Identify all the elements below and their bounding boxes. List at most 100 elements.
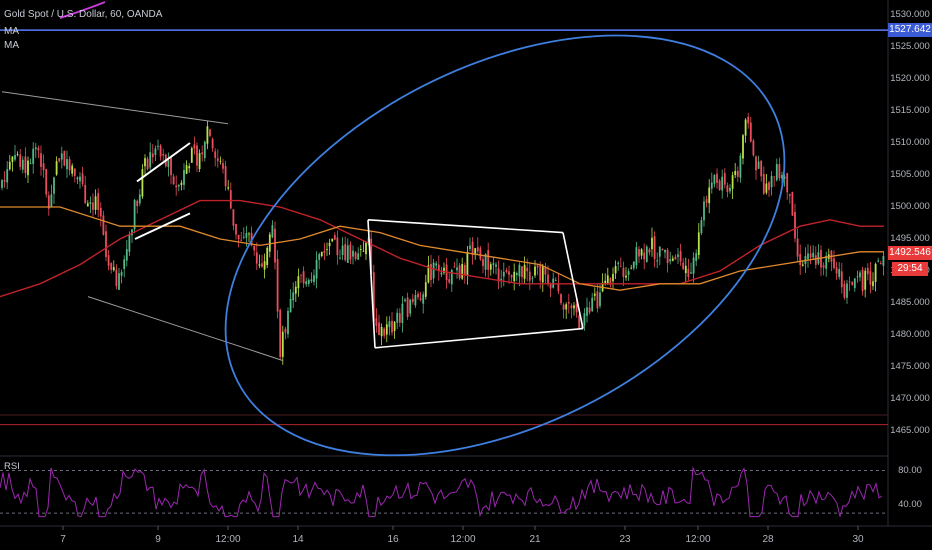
hline-price-tag: 1527.642 [888, 23, 932, 38]
candle-body [417, 293, 419, 298]
candle-body [300, 274, 302, 276]
candle-body [482, 259, 484, 267]
candle-body [695, 253, 698, 261]
candle-body [352, 250, 354, 257]
candle-body [632, 261, 635, 269]
candle-body [159, 145, 162, 157]
time-tick-label: 30 [852, 534, 864, 545]
candle-body [281, 331, 284, 357]
candle-body [643, 252, 646, 260]
candle-body [653, 236, 656, 260]
candle-body [37, 147, 40, 151]
ma-indicator-label-2[interactable]: MA [4, 40, 19, 51]
candle-body [565, 304, 568, 310]
candle-body [799, 254, 802, 266]
candle-body [874, 263, 877, 282]
triangle-line-0 [367, 219, 564, 234]
candle-body [34, 147, 37, 150]
candle-body [344, 244, 347, 261]
candle-body [21, 159, 24, 170]
candle-body [775, 164, 778, 181]
candle-body [705, 199, 708, 203]
candle-body [671, 258, 674, 261]
candle-body [133, 199, 136, 230]
candle-body [856, 276, 859, 278]
candle-body [713, 175, 716, 184]
candle-body [245, 232, 248, 238]
price-tick-label: 1470.000 [890, 393, 930, 404]
candle-body [81, 173, 84, 184]
candle-body [94, 196, 97, 210]
candle-body [118, 273, 120, 290]
candle-body [843, 283, 846, 298]
candle-body [547, 274, 549, 285]
candle-body [110, 262, 113, 270]
candle-body [502, 271, 505, 277]
candle-body [362, 250, 365, 252]
candle-body [666, 249, 669, 263]
candle-body [432, 262, 435, 279]
candle-body [188, 166, 191, 169]
candle-body [60, 153, 63, 160]
candle-body [66, 159, 68, 170]
candle-body [68, 159, 71, 171]
candle-body [242, 236, 245, 238]
candle-body [531, 278, 534, 280]
candle-body [788, 194, 791, 196]
candle-body [674, 256, 677, 260]
candle-body [396, 312, 399, 323]
candle-body [313, 275, 315, 283]
candle-body [853, 278, 856, 289]
candle-body [518, 264, 521, 277]
candle-body [318, 254, 321, 260]
candle-body [125, 249, 128, 261]
triangle-line-1 [374, 327, 584, 349]
candle-body [8, 161, 11, 170]
candle-body [739, 155, 742, 178]
candle-body [697, 232, 700, 255]
price-tick-label: 1500.000 [890, 201, 930, 212]
candle-body [222, 163, 224, 169]
candle-body [258, 264, 261, 266]
ma-indicator-label-1[interactable]: MA [4, 26, 19, 37]
candle-body [89, 202, 92, 204]
candle-body [128, 233, 131, 252]
time-tick-label: 12:00 [685, 534, 711, 545]
candle-body [692, 257, 695, 274]
candle-body [791, 192, 794, 216]
last-price-tag: 1492.546 [888, 246, 932, 260]
candle-body [721, 176, 724, 191]
candle-body [154, 148, 157, 155]
candle-body [177, 184, 180, 187]
candle-body [266, 247, 269, 266]
rsi-label[interactable]: RSI [4, 461, 20, 472]
candle-body [825, 255, 828, 269]
candle-body [406, 297, 409, 317]
candle-body [240, 239, 243, 241]
candle-body [328, 242, 331, 247]
candle-body [575, 303, 578, 313]
wedge-trendline-1 [87, 296, 284, 362]
candle-body [112, 267, 115, 271]
price-tick-label: 1465.000 [890, 425, 930, 436]
candle-body [463, 265, 466, 275]
candle-body [528, 271, 531, 281]
candle-body [586, 307, 588, 316]
candle-body [526, 267, 529, 272]
candle-body [331, 238, 334, 242]
candle-body [554, 280, 557, 282]
candle-body [726, 185, 729, 192]
candle-body [627, 271, 630, 275]
candle-body [614, 266, 617, 274]
candle-body [422, 294, 425, 304]
candle-body [185, 165, 188, 174]
candle-body [120, 272, 123, 276]
candle-body [523, 264, 526, 279]
candle-body [534, 266, 536, 276]
candle-body [846, 283, 848, 298]
candle-body [448, 279, 451, 283]
candle-body [651, 237, 653, 250]
candle-body [461, 263, 464, 279]
candle-body [19, 154, 22, 167]
